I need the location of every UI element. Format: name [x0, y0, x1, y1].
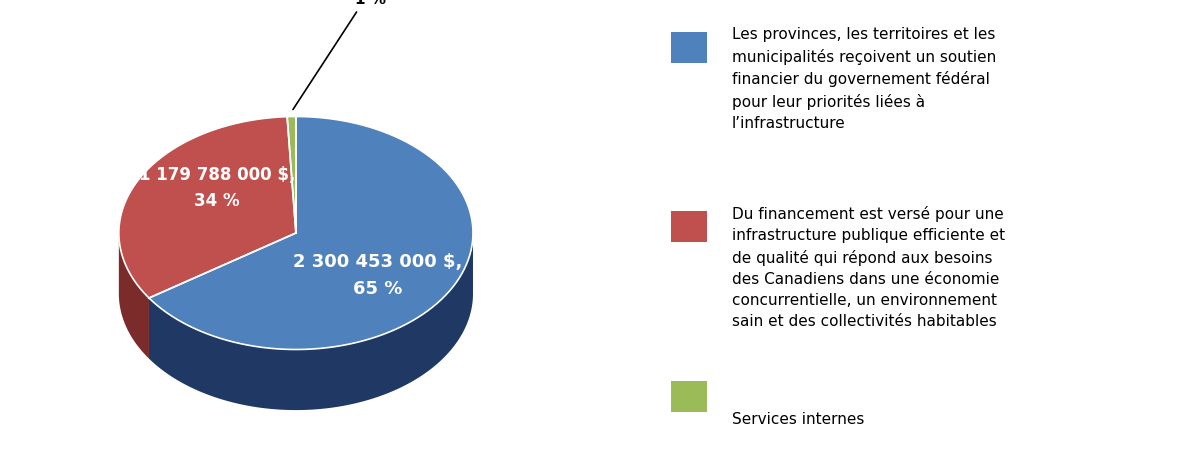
FancyBboxPatch shape — [671, 381, 707, 412]
Text: Les provinces, les territoires et les
municipalités reçoivent un soutien
financi: Les provinces, les territoires et les mu… — [732, 27, 996, 131]
Text: 2 300 453 000 $,
65 %: 2 300 453 000 $, 65 % — [293, 253, 462, 298]
Polygon shape — [149, 233, 472, 410]
Text: 27 720 000 $,
1 %: 27 720 000 $, 1 % — [293, 0, 430, 110]
Polygon shape — [119, 233, 149, 359]
Polygon shape — [119, 116, 296, 298]
FancyBboxPatch shape — [671, 32, 707, 63]
Text: 1 179 788 000 $,
34 %: 1 179 788 000 $, 34 % — [138, 166, 295, 211]
FancyBboxPatch shape — [671, 211, 707, 242]
Polygon shape — [287, 116, 296, 233]
Text: Services internes: Services internes — [732, 412, 864, 427]
Text: Du financement est versé pour une
infrastructure publique efficiente et
de quali: Du financement est versé pour une infras… — [732, 206, 1006, 329]
Polygon shape — [149, 116, 472, 350]
